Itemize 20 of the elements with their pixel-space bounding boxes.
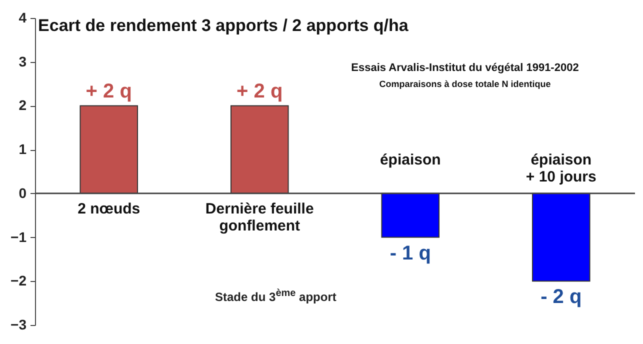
annotation: Stade du 3$^{ème}$ apport bbox=[215, 288, 336, 304]
y-tick-label: 3 bbox=[18, 53, 27, 70]
annotation: Comparaisons à dose totale N identique bbox=[379, 79, 551, 89]
y-tick-label: −3 bbox=[10, 316, 27, 332]
y-tick-label: −1 bbox=[10, 228, 27, 245]
y-tick-label: −2 bbox=[10, 272, 27, 289]
x-tick-label: épiaison bbox=[380, 151, 441, 168]
x-tick-label: Dernière feuille gonflement bbox=[205, 200, 314, 234]
y-tick-label: 4 bbox=[18, 10, 27, 26]
text: Essais Arvalis-Institut du végétal 1991-2002 bbox=[351, 62, 579, 74]
data-label: + 2 q bbox=[236, 80, 283, 103]
x-tick-label: épiaison + 10 jours bbox=[526, 151, 596, 186]
data-label: + 2 q bbox=[86, 80, 132, 103]
x-tick-label: 2 nœuds bbox=[78, 200, 140, 218]
data-label: - 1 q bbox=[390, 242, 431, 264]
chart-title: Ecart de rendement 3 apports / 2 apports q/ha bbox=[38, 16, 409, 35]
y-tick-label: 1 bbox=[18, 141, 27, 158]
y-tick-label: 2 bbox=[18, 97, 27, 114]
data-label: - 2 q bbox=[540, 286, 582, 308]
y-tick-label: 0 bbox=[18, 184, 27, 201]
